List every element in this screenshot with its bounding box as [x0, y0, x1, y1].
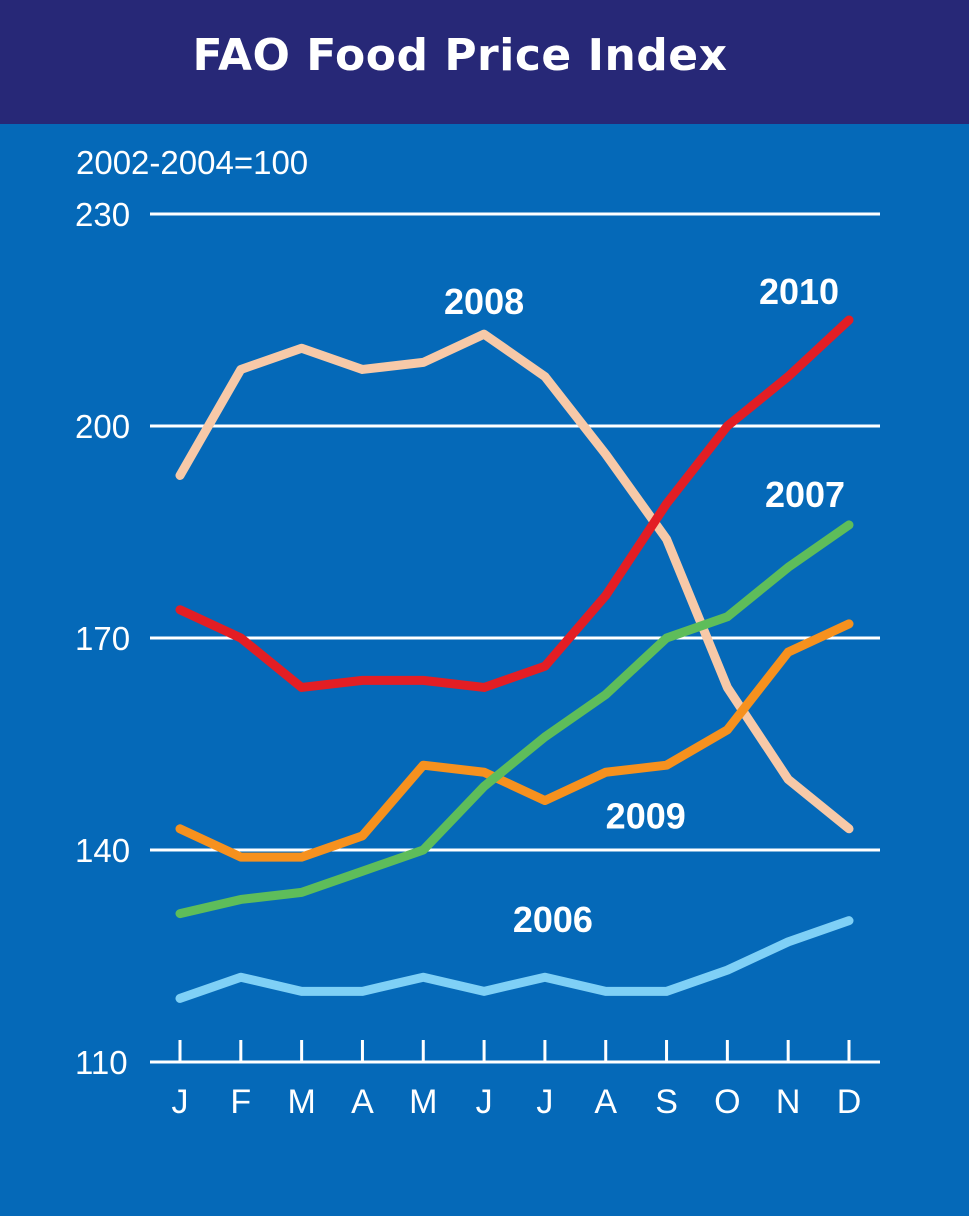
- x-tick-label: M: [287, 1083, 315, 1121]
- series-label-2010: 2010: [759, 271, 839, 312]
- x-tick-label: F: [230, 1083, 251, 1121]
- series-label-2008: 2008: [444, 281, 524, 322]
- x-tick-label: A: [594, 1083, 617, 1121]
- y-tick-label: 230: [75, 196, 130, 233]
- x-tick-label: O: [714, 1083, 740, 1121]
- x-tick-label: J: [172, 1083, 189, 1121]
- y-tick-label: 110: [75, 1044, 128, 1081]
- y-tick-label: 140: [75, 832, 130, 869]
- x-tick-label: J: [536, 1083, 553, 1121]
- y-tick-labels: 110 140 170 200 230: [75, 196, 130, 1081]
- series-line-2010: [175, 315, 854, 692]
- x-tick-label: D: [837, 1083, 862, 1121]
- chart-title: FAO Food Price Index: [192, 30, 728, 81]
- x-tick-label: M: [409, 1083, 437, 1121]
- gridlines: [150, 212, 880, 1064]
- series-labels: 2006 2007 2008 2009 2010: [444, 271, 845, 940]
- x-tick-label: N: [776, 1083, 801, 1121]
- y-tick-label: 200: [75, 408, 130, 445]
- series-line-2009: [175, 619, 854, 862]
- x-tick-label: J: [476, 1083, 493, 1121]
- y-tick-label: 170: [75, 620, 130, 657]
- chart-header: FAO Food Price Index: [0, 0, 969, 124]
- x-tick-label: A: [351, 1083, 374, 1121]
- series-line-2008: [175, 329, 854, 834]
- series-line-2007: [175, 520, 854, 919]
- series-label-2006: 2006: [513, 899, 593, 940]
- series-label-2009: 2009: [606, 795, 686, 836]
- series-line-2006: [175, 916, 854, 1003]
- series-label-2007: 2007: [765, 474, 845, 515]
- y-axis-unit-label: 2002-2004=100: [76, 144, 308, 181]
- x-tick-label: S: [655, 1083, 678, 1121]
- series-lines: [175, 315, 854, 1003]
